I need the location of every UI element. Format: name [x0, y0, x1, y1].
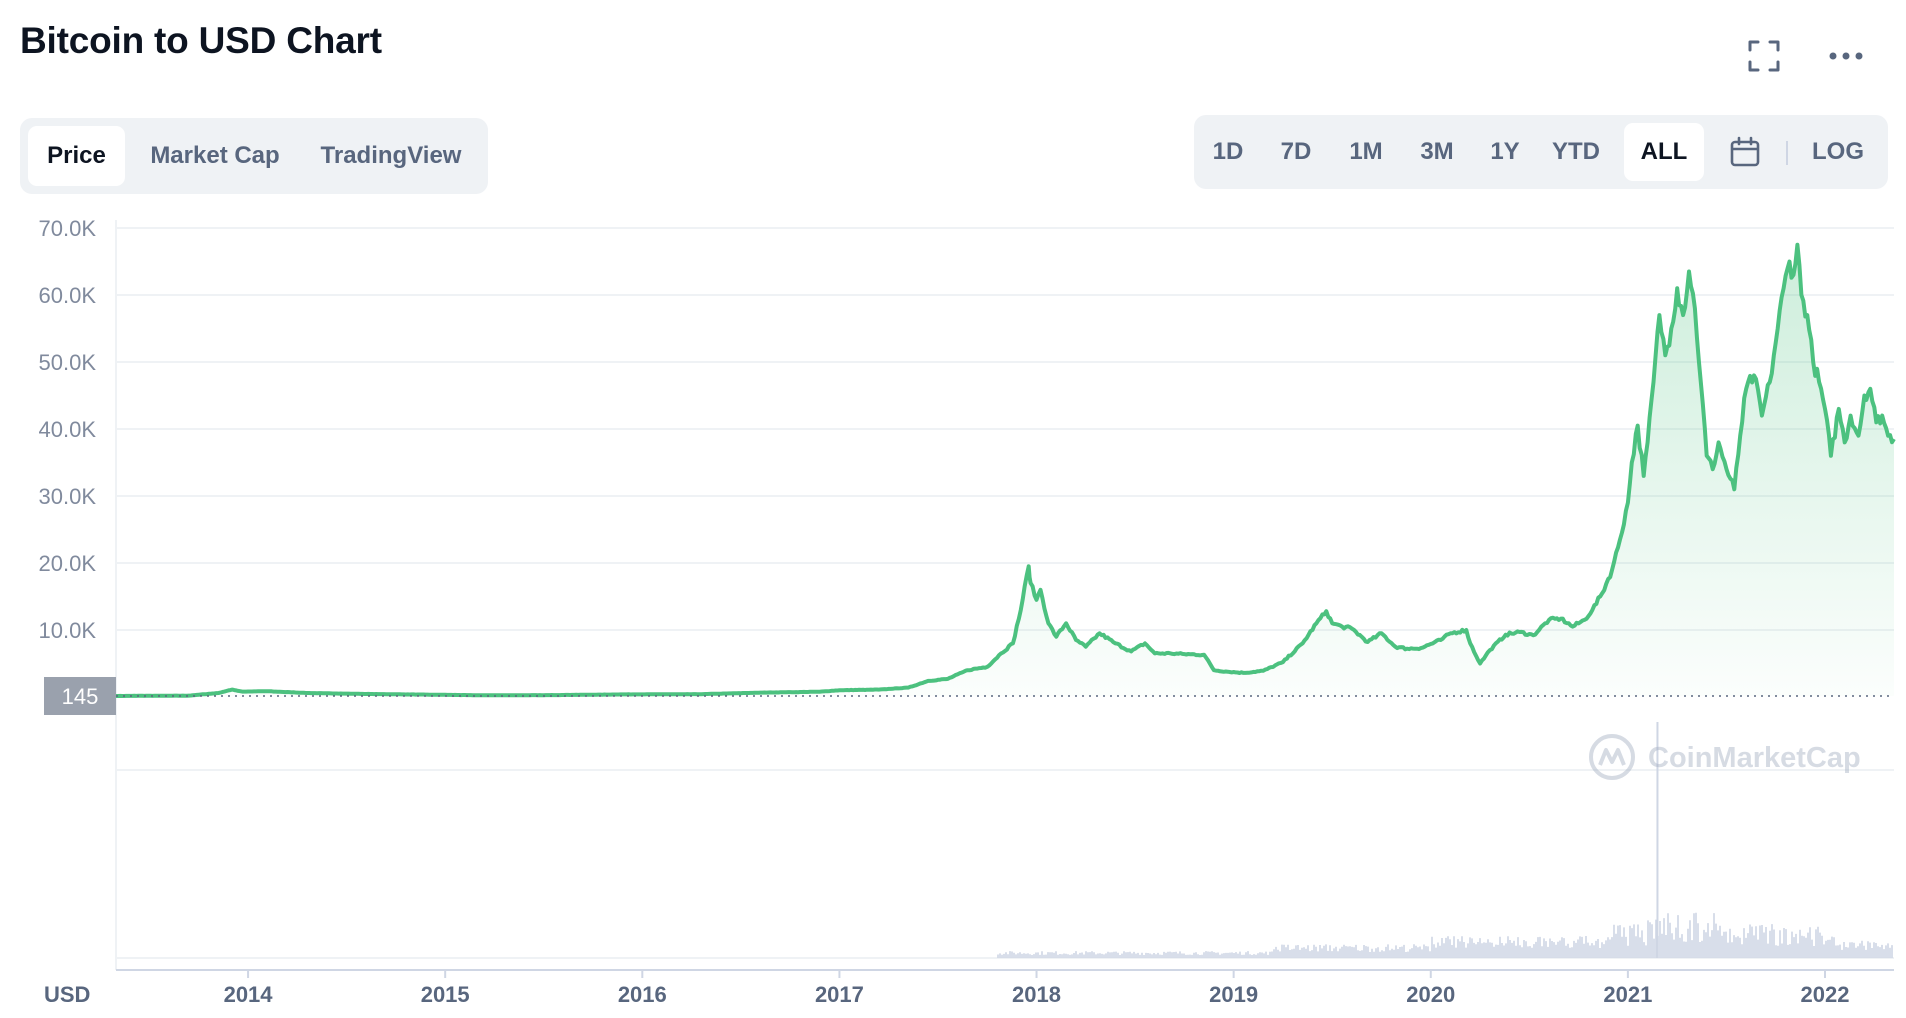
- range-7d-button[interactable]: 7D: [1280, 138, 1312, 165]
- more-options-icon[interactable]: [1826, 36, 1866, 76]
- calendar-icon-graphic: [1730, 136, 1760, 167]
- range-3m-button[interactable]: 3M: [1420, 138, 1454, 165]
- watermark-text: CoinMarketCap: [1648, 742, 1861, 774]
- price-line: [116, 242, 1896, 698]
- y-tick-label: 20.0K: [39, 551, 97, 576]
- more-options-icon-graphic: [1829, 52, 1863, 60]
- x-tick-label: 2020: [1406, 982, 1455, 1007]
- y-tick-label: 30.0K: [39, 484, 97, 509]
- fullscreen-icon[interactable]: [1744, 36, 1784, 76]
- coinmarketcap-logo-icon: [1589, 734, 1635, 780]
- x-tick-label: 2015: [421, 982, 470, 1007]
- range-ytd-button[interactable]: YTD: [1552, 138, 1600, 165]
- currency-label: USD: [44, 982, 90, 1007]
- coinmarketcap-logo-mark: [1598, 748, 1626, 766]
- y-tick-label: 50.0K: [39, 350, 97, 375]
- x-tick-label: 2019: [1209, 982, 1258, 1007]
- fullscreen-icon-graphic: [1748, 40, 1780, 72]
- price-chart: 145 CoinMarketCap 70.0K 60.0K 50.0K 40.0K 30…: [39, 216, 1896, 1007]
- price-marker-box: [44, 677, 116, 715]
- chart-type-tabs: Price Market Cap TradingView: [20, 118, 488, 194]
- range-1m-button[interactable]: 1M: [1349, 138, 1383, 165]
- x-tick-label: 2014: [224, 982, 274, 1007]
- x-tick-label: 2017: [815, 982, 864, 1007]
- coinmarketcap-watermark: CoinMarketCap: [1589, 734, 1861, 780]
- volume-bars: [997, 722, 1893, 958]
- page-title: Bitcoin to USD Chart: [20, 20, 382, 61]
- x-tick-label: 2018: [1012, 982, 1061, 1007]
- y-axis-labels: 70.0K 60.0K 50.0K 40.0K 30.0K 20.0K 10.0K: [39, 216, 97, 643]
- calendar-icon[interactable]: [1716, 123, 1774, 181]
- y-tick-label: 60.0K: [39, 283, 97, 308]
- tab-market-cap[interactable]: Market Cap: [150, 142, 280, 169]
- y-tick-label: 10.0K: [39, 618, 97, 643]
- tab-price[interactable]: Price: [28, 126, 125, 186]
- range-1d-button[interactable]: 1D: [1212, 138, 1244, 165]
- time-range-selector: 1D 7D 1M 3M 1Y YTD ALL LOG: [1194, 115, 1888, 189]
- x-tick-label: 2022: [1801, 982, 1850, 1007]
- x-tick-label: 2021: [1603, 982, 1652, 1007]
- range-1y-button[interactable]: 1Y: [1490, 138, 1520, 165]
- x-tick-label: 2016: [618, 982, 667, 1007]
- log-scale-button[interactable]: LOG: [1812, 138, 1864, 165]
- volume-histogram: [997, 912, 1893, 958]
- tab-tradingview[interactable]: TradingView: [320, 142, 462, 169]
- range-divider: [1786, 141, 1788, 165]
- x-axis-labels: 2014 2015 2016 2017 2018 2019 2020 2021 2022: [116, 969, 1894, 1007]
- current-price-marker: 145: [44, 677, 116, 715]
- range-all-button[interactable]: ALL: [1624, 123, 1704, 181]
- y-tick-label: 70.0K: [39, 216, 97, 241]
- price-area: [116, 244, 1894, 696]
- y-tick-label: 40.0K: [39, 417, 97, 442]
- price-marker-label: 145: [62, 684, 99, 709]
